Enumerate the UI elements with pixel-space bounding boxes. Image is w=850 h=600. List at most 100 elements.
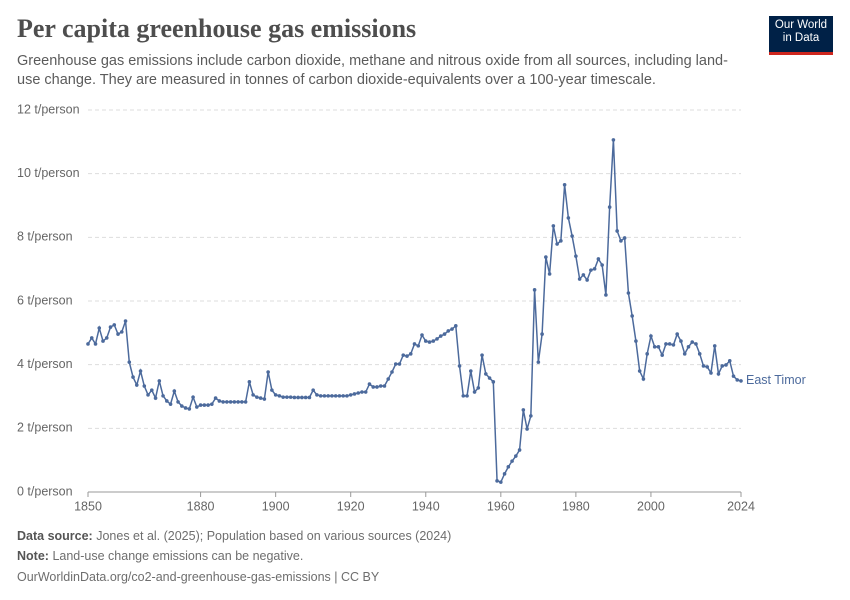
point bbox=[375, 385, 379, 389]
point bbox=[619, 239, 623, 243]
point bbox=[176, 400, 180, 404]
point bbox=[701, 364, 706, 368]
point bbox=[221, 400, 225, 404]
point bbox=[210, 402, 214, 406]
point bbox=[97, 326, 102, 330]
point bbox=[630, 314, 634, 318]
point bbox=[547, 272, 552, 276]
point bbox=[213, 396, 218, 400]
point bbox=[89, 336, 94, 340]
point bbox=[300, 395, 304, 400]
point bbox=[202, 403, 207, 407]
point bbox=[574, 254, 578, 258]
point bbox=[559, 239, 563, 243]
point bbox=[330, 394, 334, 398]
point bbox=[367, 382, 372, 386]
point bbox=[435, 337, 439, 341]
point bbox=[142, 384, 147, 388]
point bbox=[183, 406, 188, 410]
point bbox=[420, 333, 424, 337]
point bbox=[251, 393, 255, 397]
x-tick-label: 1940 bbox=[412, 499, 440, 513]
point bbox=[697, 352, 702, 356]
point bbox=[296, 395, 300, 400]
point bbox=[277, 394, 282, 398]
point bbox=[397, 362, 402, 366]
point bbox=[187, 407, 192, 411]
point bbox=[348, 393, 353, 397]
point bbox=[198, 403, 203, 407]
series-label: East Timor bbox=[746, 373, 806, 387]
point bbox=[240, 400, 244, 404]
y-tick-label: 2 t/person bbox=[17, 421, 73, 435]
logo[interactable]: Our World in Data bbox=[769, 16, 833, 55]
point bbox=[502, 472, 507, 476]
point bbox=[382, 384, 387, 388]
point bbox=[637, 369, 642, 373]
point bbox=[495, 479, 499, 483]
point bbox=[356, 391, 361, 395]
source-label: Data source: bbox=[17, 529, 93, 543]
y-tick-label: 0 t/person bbox=[17, 484, 73, 498]
point bbox=[686, 345, 691, 349]
point bbox=[581, 273, 586, 277]
point bbox=[86, 342, 90, 346]
point bbox=[506, 465, 511, 469]
point bbox=[258, 396, 263, 400]
source: Jones et al. (2025); Population based on… bbox=[96, 529, 452, 543]
point bbox=[206, 403, 210, 407]
point bbox=[412, 342, 417, 346]
point bbox=[285, 395, 289, 399]
point bbox=[510, 459, 514, 463]
point bbox=[622, 236, 627, 240]
point bbox=[322, 394, 327, 398]
point bbox=[228, 400, 233, 404]
point bbox=[195, 405, 199, 409]
point bbox=[112, 323, 117, 327]
point bbox=[712, 344, 717, 348]
point bbox=[281, 395, 285, 399]
point bbox=[360, 390, 364, 394]
x-tick-label: 1900 bbox=[262, 499, 290, 513]
point bbox=[315, 393, 319, 397]
point bbox=[484, 372, 488, 376]
point bbox=[232, 400, 237, 404]
point bbox=[352, 392, 357, 396]
point bbox=[438, 334, 443, 338]
point bbox=[292, 395, 297, 400]
chart-subtitle: Greenhouse gas emissions include carbon … bbox=[17, 53, 728, 88]
y-tick-label: 6 t/person bbox=[17, 293, 73, 307]
point bbox=[716, 372, 721, 376]
point bbox=[611, 138, 616, 142]
point bbox=[566, 216, 571, 220]
point bbox=[660, 353, 664, 357]
point bbox=[652, 345, 657, 349]
point bbox=[337, 394, 342, 398]
point bbox=[341, 394, 345, 398]
point bbox=[682, 352, 687, 356]
x-tick-label: 1850 bbox=[74, 499, 102, 513]
y-tick-label: 10 t/person bbox=[17, 166, 80, 180]
point bbox=[243, 400, 248, 404]
x-tick-label: 2024 bbox=[727, 499, 755, 513]
point bbox=[390, 370, 394, 374]
point bbox=[423, 339, 428, 343]
point bbox=[161, 394, 165, 398]
url[interactable]: OurWorldinData.org/co2-and-greenhouse-ga… bbox=[17, 570, 380, 584]
note-line: Note: Land-use change emissions can be n… bbox=[17, 549, 303, 563]
point bbox=[694, 342, 698, 346]
point bbox=[288, 395, 293, 399]
point bbox=[615, 229, 619, 233]
x-tick-label: 1980 bbox=[562, 499, 590, 513]
point bbox=[446, 329, 451, 333]
point bbox=[326, 394, 330, 398]
point bbox=[589, 268, 593, 272]
point bbox=[146, 393, 150, 397]
y-tick-label: 12 t/person bbox=[17, 102, 80, 116]
point bbox=[427, 340, 432, 344]
point bbox=[303, 395, 308, 400]
x-tick-label: 1920 bbox=[337, 499, 365, 513]
point bbox=[401, 353, 406, 357]
point bbox=[168, 402, 173, 406]
